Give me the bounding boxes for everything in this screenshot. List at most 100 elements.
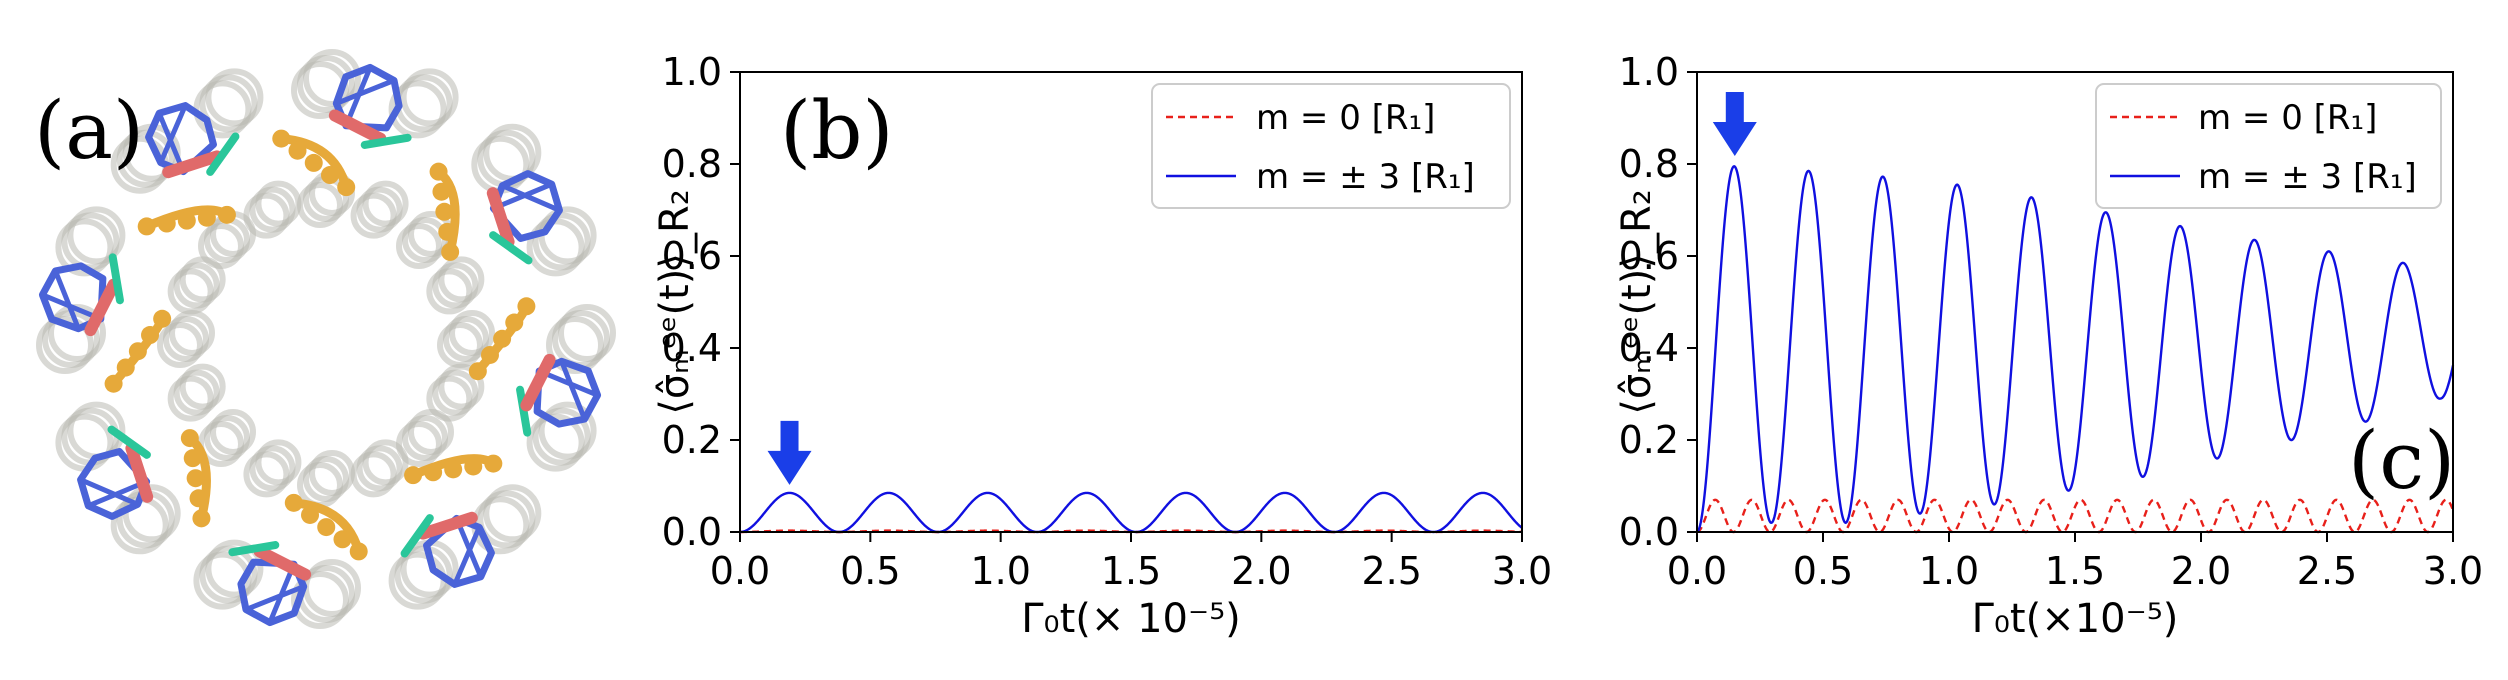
helix-ring xyxy=(388,80,447,139)
helix-ring xyxy=(362,180,409,227)
panel-b-series-m0-line xyxy=(740,529,1523,534)
green-linker xyxy=(108,253,124,305)
helix-ring xyxy=(356,186,403,233)
blue-pigment xyxy=(38,262,107,333)
helix-ring xyxy=(426,268,473,315)
panel-c-legend: m = 0 [R₁] m = ± 3 [R₁] xyxy=(2095,83,2442,209)
gold-atom xyxy=(424,463,443,482)
gold-atom xyxy=(186,469,205,488)
blue-pigment xyxy=(489,170,563,242)
helix-ring xyxy=(205,68,264,127)
helix-ring xyxy=(297,182,343,228)
blue-pigment xyxy=(77,448,151,520)
gold-atom xyxy=(432,182,451,201)
helix-ring xyxy=(362,439,409,486)
helix-ring xyxy=(407,408,454,455)
panel-b-x-tick-label: 2.5 xyxy=(1361,549,1421,593)
gold-atom xyxy=(441,242,460,261)
green-linker xyxy=(206,132,240,176)
helix-ring xyxy=(167,268,214,315)
gold-atom xyxy=(480,345,499,364)
panel-c-legend-label-m0: m = 0 [R₁] xyxy=(2198,98,2377,138)
gold-atom xyxy=(317,518,336,537)
helix-ring xyxy=(193,551,252,610)
helix-ring xyxy=(532,212,591,271)
gold-atom xyxy=(337,178,356,197)
helix-ring xyxy=(526,413,585,472)
panel-c-y-tick-label: 1.0 xyxy=(1619,50,1679,94)
gold-atom xyxy=(183,449,202,468)
panel-b-x-tick-label: 0.5 xyxy=(840,549,900,593)
panel-b-series-m3-line xyxy=(739,491,1523,534)
gold-atom xyxy=(189,489,208,508)
panel-a-label: (a) xyxy=(34,84,144,177)
panel-c-x-tick-label: 2.5 xyxy=(2297,549,2357,593)
panel-b-y-tick-label: 0.8 xyxy=(662,142,722,186)
helix-ring xyxy=(179,363,226,410)
helix-ring xyxy=(546,316,604,374)
helix-ring xyxy=(116,129,175,188)
helix-ring xyxy=(67,206,126,265)
green-linker xyxy=(489,231,533,265)
green-linker xyxy=(107,425,151,459)
helix-ring xyxy=(394,545,453,604)
helix-ring xyxy=(401,414,448,461)
panel-b-axes-frame xyxy=(739,71,1523,533)
panel-c-legend-box xyxy=(2095,83,2442,209)
gold-atom xyxy=(288,141,307,160)
gold-atom xyxy=(304,153,323,172)
panel-b-x-tick-label: 0.0 xyxy=(710,549,770,593)
blue-pigment xyxy=(237,558,308,627)
helix-ring xyxy=(558,304,616,362)
panel-c-x-tick-label: 1.5 xyxy=(2045,549,2105,593)
helix-ring xyxy=(297,55,355,113)
panel-b-legend-box xyxy=(1151,83,1511,209)
panel-c-x-tick-label: 1.0 xyxy=(1919,549,1979,593)
panel-b-chart: 0.0 0.5 1.0 1.5 2.0 2.5 3.00.00.20.40.60.81.0 … xyxy=(652,50,1552,642)
helix-ring xyxy=(449,310,495,356)
helix-ring xyxy=(303,49,361,107)
blue-pigment xyxy=(533,357,602,428)
helix-ring xyxy=(163,316,209,362)
panel-c-label: (c) xyxy=(2348,414,2455,507)
helix-ring xyxy=(400,68,459,127)
gold-atom xyxy=(468,362,487,381)
helix-ring xyxy=(173,369,220,416)
gold-atom xyxy=(157,214,176,233)
helix-ring xyxy=(36,316,94,374)
panel-c-chart: 0.0 0.5 1.0 1.5 2.0 2.5 3.00.00.20.40.60.81.0 … xyxy=(1614,50,2483,642)
gold-atom xyxy=(438,222,457,241)
helix-ring xyxy=(438,256,485,303)
panel-c-x-tick-label: 2.0 xyxy=(2171,549,2231,593)
helix-ring xyxy=(291,571,349,629)
gold-atom xyxy=(116,358,135,377)
helix-ring xyxy=(532,407,591,466)
helix-ring xyxy=(443,316,489,362)
gold-atom xyxy=(429,162,448,181)
panel-b-y-tick-label: 1.0 xyxy=(662,50,722,94)
panel-b-arrow-annotation xyxy=(767,420,812,485)
helix-ring xyxy=(477,490,536,549)
gold-atom xyxy=(349,542,368,561)
panel-b-label: (b) xyxy=(780,84,894,177)
gold-atom xyxy=(128,342,147,361)
helix-ring xyxy=(210,408,257,455)
panel-c-x-tick-label: 0.0 xyxy=(1667,549,1727,593)
panel-b-y-tick-label: 0.0 xyxy=(662,510,722,554)
panel-b-arrow-icon xyxy=(767,420,812,485)
red-linker xyxy=(84,278,120,337)
gold-atom xyxy=(464,457,483,476)
panel-c-x-axis-label: Γ₀t(×10⁻⁵) xyxy=(1972,596,2179,642)
panel-c-ticks: 0.0 0.5 1.0 1.5 2.0 2.5 3.0 0.0 0.2 0.4 0.6 0.8 1.0 xyxy=(1619,50,2484,593)
helix-ring xyxy=(438,363,485,410)
gold-atom xyxy=(284,493,303,512)
panel-c-x-tick-label: 0.5 xyxy=(1793,549,1853,593)
helix-ring xyxy=(255,439,302,486)
panel-c-y-tick-label: 0.8 xyxy=(1619,142,1679,186)
gold-atom xyxy=(104,374,123,393)
gold-atom xyxy=(141,326,160,345)
helix-ring xyxy=(167,375,214,422)
helix-ring xyxy=(157,322,203,368)
helix-ring xyxy=(395,223,442,270)
panel-c-x-tick-label: 3.0 xyxy=(2423,549,2483,593)
